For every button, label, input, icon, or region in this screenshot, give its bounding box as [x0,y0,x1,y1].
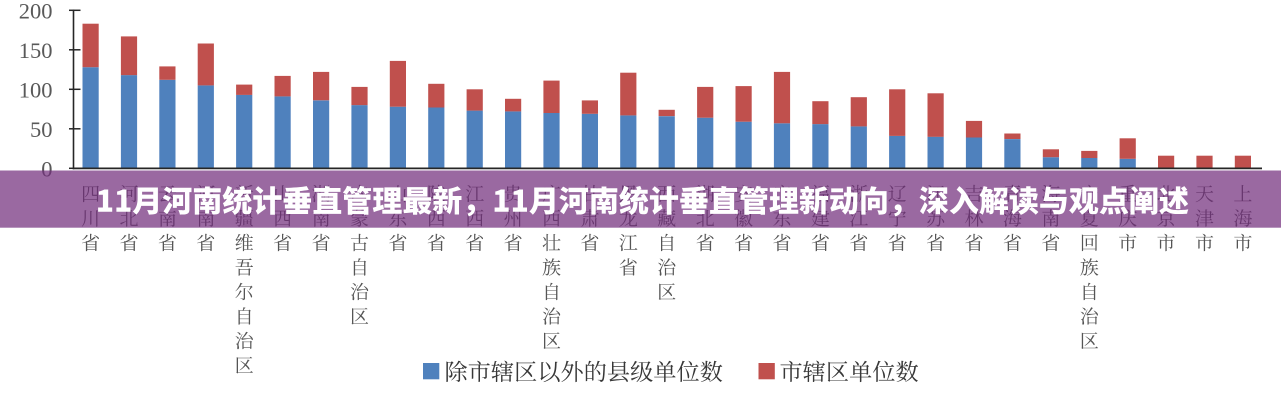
svg-text:50: 50 [30,117,53,142]
svg-text:0: 0 [41,157,52,182]
svg-text:100: 100 [19,78,53,103]
svg-text:150: 150 [19,38,53,63]
svg-text:200: 200 [19,0,53,24]
